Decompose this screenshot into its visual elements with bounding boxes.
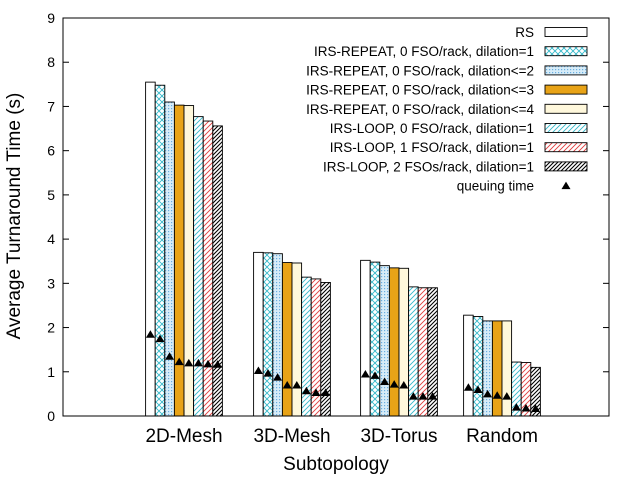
y-axis-title: Average Turnaround Time (s) — [4, 93, 25, 340]
bar — [472, 316, 484, 417]
y-tick-label: 6 — [47, 143, 55, 159]
legend-swatch — [544, 123, 588, 133]
legend-label: IRS-REPEAT, 0 FSO/rack, dilation<=4 — [306, 102, 534, 117]
x-tick-label: Random — [466, 426, 538, 447]
queuing-time-marker — [273, 373, 283, 381]
queuing-time-marker — [282, 381, 292, 389]
bar — [212, 125, 223, 417]
queuing-time-marker — [292, 381, 302, 389]
y-tick-label: 5 — [47, 187, 55, 203]
queuing-time-marker — [511, 403, 521, 411]
queuing-time-marker — [263, 369, 273, 377]
legend-swatch — [544, 84, 588, 95]
queuing-time-marker — [174, 357, 184, 366]
queuing-time-marker — [213, 360, 223, 368]
y-tick-label: 9 — [47, 10, 55, 26]
bar — [491, 320, 503, 417]
bar — [164, 101, 175, 417]
bar — [272, 253, 283, 417]
legend-label: RS — [515, 25, 534, 40]
queuing-time-marker — [155, 334, 165, 343]
bar — [262, 252, 274, 417]
queuing-time-marker — [492, 391, 502, 399]
queuing-time-marker — [145, 330, 155, 338]
legend-swatch — [544, 46, 588, 57]
bar — [145, 81, 156, 417]
legend-marker — [561, 181, 571, 190]
queuing-time-marker — [399, 381, 409, 389]
bar — [369, 261, 381, 417]
queuing-time-marker — [321, 388, 331, 397]
bar — [463, 314, 474, 417]
legend-label: IRS-REPEAT, 0 FSO/rack, dilation=1 — [314, 44, 534, 59]
bar — [291, 262, 303, 417]
queuing-time-marker — [184, 358, 194, 367]
legend-label: IRS-LOOP, 0 FSO/rack, dilation=1 — [330, 121, 534, 136]
queuing-time-marker — [301, 386, 311, 395]
queuing-time-marker — [463, 383, 473, 391]
bar — [501, 320, 513, 417]
bar — [388, 267, 400, 417]
legend-label: queuing time — [457, 179, 534, 194]
legend: RS IRS-REPEAT, 0 FSO/rack, dilation=1 IRS-… — [306, 25, 588, 194]
x-tick-label: 2D-Mesh — [145, 426, 222, 447]
bar — [183, 105, 195, 417]
bar — [253, 251, 264, 417]
queuing-time-marker — [370, 371, 380, 379]
legend-swatch — [544, 65, 588, 76]
y-tick-label: 2 — [47, 320, 55, 336]
bar — [193, 116, 204, 417]
y-tick-label: 3 — [47, 275, 55, 291]
legend-swatch — [544, 161, 588, 172]
queuing-time-marker — [408, 392, 418, 400]
legend-swatch — [544, 27, 588, 37]
legend-label: IRS-LOOP, 2 FSOs/rack, dilation=1 — [323, 159, 534, 174]
queuing-time-marker — [483, 389, 493, 398]
y-tick-label: 1 — [47, 364, 55, 380]
bar — [154, 84, 166, 417]
bar — [202, 120, 214, 417]
legend-label: IRS-REPEAT, 0 FSO/rack, dilation<=2 — [306, 63, 534, 78]
y-tick-label: 0 — [47, 408, 55, 424]
queuing-time-marker — [531, 404, 541, 412]
x-axis-title: Subtopology — [283, 454, 389, 475]
queuing-time-marker — [253, 366, 263, 374]
bar — [173, 104, 185, 417]
queuing-time-marker — [418, 392, 428, 400]
x-tick-label: 3D-Torus — [360, 426, 437, 447]
y-tick-label: 8 — [47, 54, 55, 70]
bar — [301, 276, 312, 417]
plot-frame — [62, 17, 610, 417]
axes: 0 1 2 3 4 5 6 7 8 9 2D-Mesh 3D-Mesh 3D-Torus Random — [47, 10, 610, 447]
bar — [398, 267, 410, 417]
legend-label: IRS-REPEAT, 0 FSO/rack, dilation<=3 — [306, 83, 534, 98]
queuing-time-marker — [380, 377, 390, 386]
queuing-time-marker — [389, 380, 399, 388]
queuing-time-marker — [360, 369, 370, 378]
queuing-time-marker — [203, 359, 213, 368]
queuing-time-marker — [521, 404, 531, 412]
queuing-time-marker — [165, 352, 175, 360]
queuing-time-marker — [193, 358, 203, 367]
y-tick-label: 4 — [47, 231, 55, 247]
queuing-time-marker — [311, 388, 321, 397]
legend-swatch — [544, 142, 588, 153]
queuing-time-marker — [428, 392, 438, 400]
queuing-time-marker — [473, 385, 483, 393]
legend-swatch — [544, 103, 588, 114]
y-tick-label: 7 — [47, 98, 55, 114]
x-tick-label: 3D-Mesh — [253, 426, 330, 447]
legend-label: IRS-LOOP, 1 FSO/rack, dilation=1 — [330, 140, 534, 155]
bar — [379, 265, 390, 417]
queuing-time-marker — [502, 392, 512, 400]
bar — [482, 320, 493, 417]
bar — [281, 262, 293, 417]
bar — [360, 259, 371, 417]
